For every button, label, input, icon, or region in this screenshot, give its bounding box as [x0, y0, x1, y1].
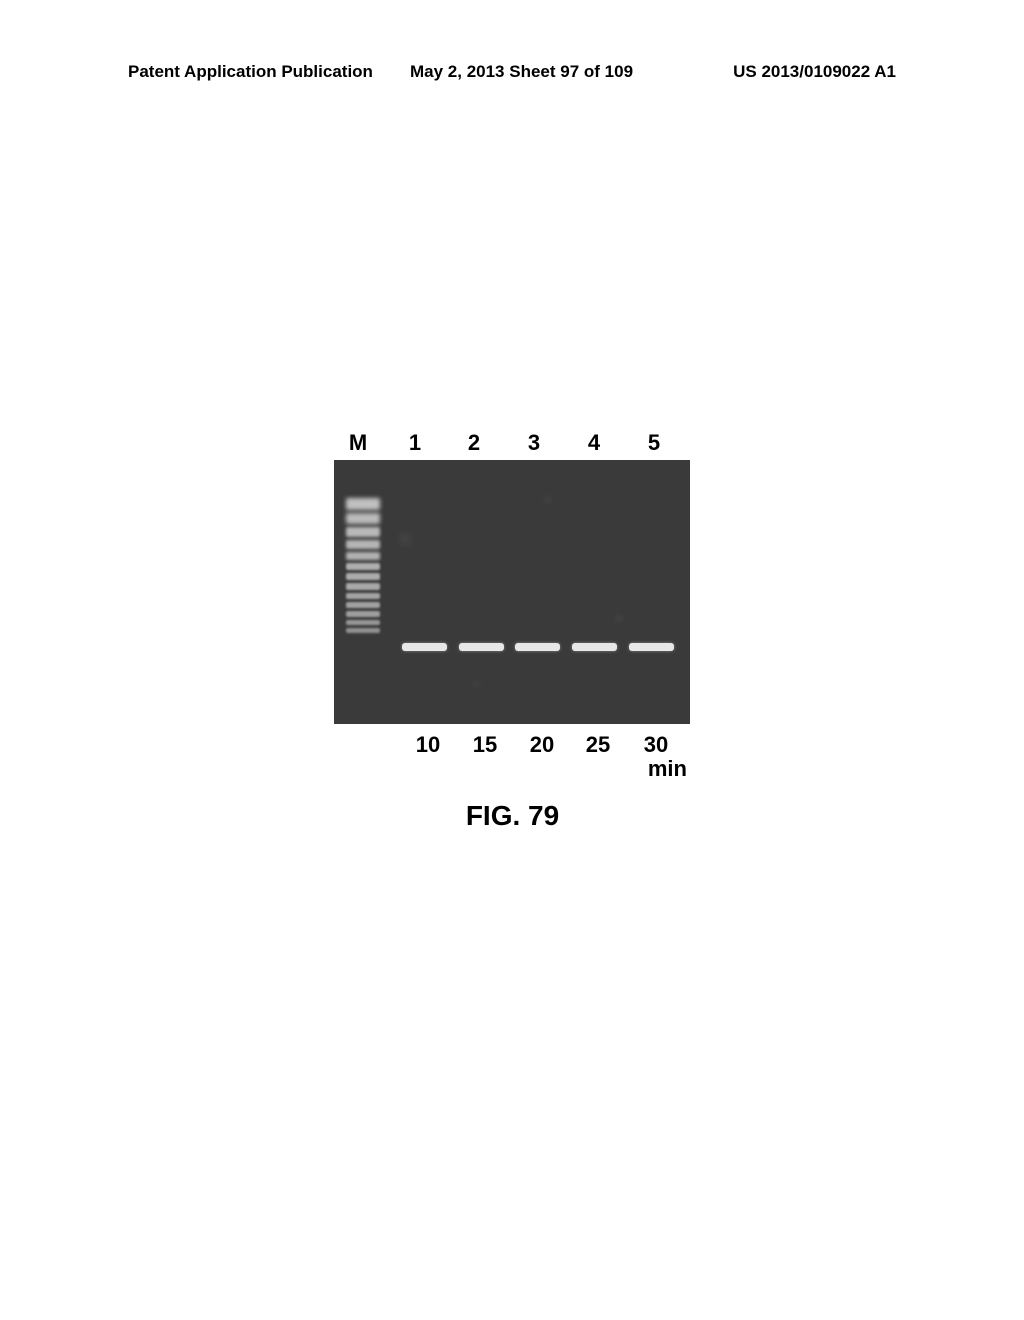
sample-band [402, 643, 447, 651]
gel-marker-ladder [346, 498, 382, 636]
sample-band [629, 643, 674, 651]
lane-label-2: 2 [444, 430, 504, 456]
time-label: 10 [400, 732, 456, 758]
time-label: 25 [570, 732, 626, 758]
ladder-band [346, 593, 380, 599]
ladder-band [346, 611, 380, 617]
ladder-band [346, 573, 380, 580]
time-label: 20 [514, 732, 570, 758]
gel-sample-bands-row [396, 643, 680, 651]
time-label: 30 [626, 732, 686, 758]
gel-time-unit: min [330, 756, 695, 782]
ladder-band [346, 583, 380, 590]
lane-label-5: 5 [624, 430, 684, 456]
ladder-band [346, 602, 380, 608]
figure-container: M12345 1015202530 min FIG. 79 [330, 430, 695, 832]
gel-lane-labels: M12345 [330, 430, 695, 456]
gel-time-labels: 1015202530 [330, 732, 695, 758]
time-label: 15 [456, 732, 514, 758]
ladder-band [346, 540, 380, 549]
ladder-band [346, 498, 380, 510]
header-publication-type: Patent Application Publication [128, 62, 373, 82]
ladder-band [346, 628, 380, 633]
lane-label-4: 4 [564, 430, 624, 456]
lane-label-M: M [330, 430, 386, 456]
gel-noise-texture [334, 460, 690, 724]
figure-caption: FIG. 79 [330, 800, 695, 832]
lane-label-1: 1 [386, 430, 444, 456]
ladder-band [346, 527, 380, 537]
header-date-sheet: May 2, 2013 Sheet 97 of 109 [410, 62, 633, 82]
gel-electrophoresis-image [334, 460, 690, 724]
ladder-band [346, 620, 380, 625]
ladder-band [346, 563, 380, 570]
header-publication-number: US 2013/0109022 A1 [733, 62, 896, 82]
lane-label-3: 3 [504, 430, 564, 456]
ladder-band [346, 513, 380, 524]
sample-band [459, 643, 504, 651]
sample-band [515, 643, 560, 651]
ladder-band [346, 552, 380, 560]
sample-band [572, 643, 617, 651]
